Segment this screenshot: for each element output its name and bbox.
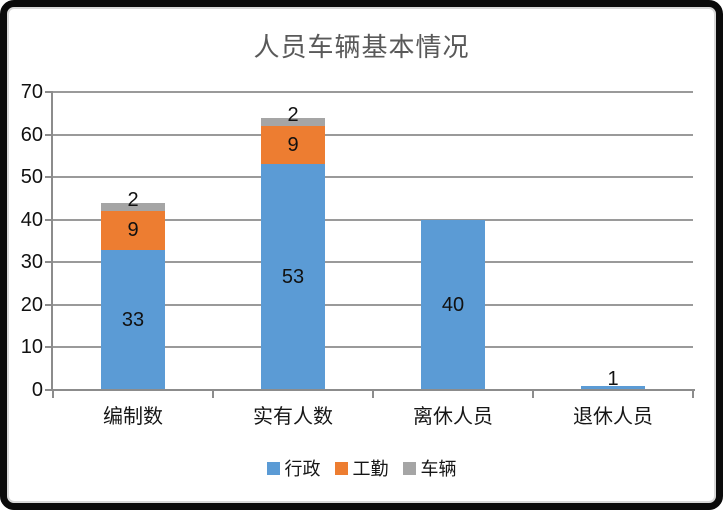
y-axis-label: 20 — [20, 293, 43, 316]
x-tick-mark — [532, 390, 534, 398]
bar-segment-vehicles — [261, 117, 325, 127]
gridline — [53, 261, 693, 264]
x-category-label: 离休人员 — [413, 406, 493, 428]
legend-item-admin: 行政 — [266, 455, 321, 481]
x-tick-mark — [372, 390, 374, 398]
y-tick-mark — [45, 218, 53, 221]
x-category-label: 实有人数 — [253, 406, 333, 428]
y-axis-label: 30 — [20, 251, 43, 274]
legend-swatch-vehicles — [402, 461, 416, 475]
x-tick-mark — [692, 390, 694, 398]
bar-segment-admin — [261, 164, 325, 390]
y-axis-label: 40 — [20, 208, 43, 231]
y-tick-mark — [45, 389, 53, 391]
bar-segment-admin — [581, 385, 645, 390]
bar-segment-admin — [101, 249, 165, 390]
gridline — [53, 91, 693, 93]
bar-value-label: 2 — [287, 104, 299, 127]
gridline — [53, 133, 693, 136]
y-tick-mark — [45, 91, 53, 93]
bar-segment-logistics — [261, 126, 325, 165]
x-category-label: 编制数 — [103, 406, 163, 428]
gridline — [53, 218, 693, 221]
legend-swatch-admin — [266, 461, 280, 475]
y-axis-label: 70 — [20, 81, 43, 103]
bar-value-label: 53 — [281, 266, 305, 289]
chart-title: 人员车辆基本情况 — [253, 33, 470, 62]
y-tick-mark — [45, 346, 53, 349]
legend-item-logistics: 工勤 — [334, 455, 389, 481]
bar-value-label: 9 — [127, 219, 139, 242]
y-axis-label: 50 — [20, 166, 43, 189]
legend: 行政 工勤 车辆 — [7, 455, 716, 481]
bar-value-label: 9 — [287, 134, 299, 157]
x-tick-mark — [212, 390, 214, 398]
y-axis-label: 60 — [20, 123, 43, 146]
y-tick-mark — [45, 303, 53, 306]
y-tick-mark — [45, 176, 53, 179]
y-tick-mark — [45, 261, 53, 264]
plot-area: 0 10 20 30 40 50 60 70 33 9 2 编制数 53 9 2 实有人数 40 离休人员 1 退休人… — [21, 81, 695, 428]
gridline — [53, 176, 693, 179]
legend-label-vehicles: 车辆 — [420, 459, 457, 479]
y-tick-mark — [45, 133, 53, 136]
bar-segment-logistics — [101, 211, 165, 250]
y-axis-label: 10 — [20, 336, 43, 359]
gridline — [53, 303, 693, 306]
gridline — [53, 346, 693, 349]
y-axis-line — [51, 91, 53, 391]
bar-value-label: 2 — [127, 189, 139, 212]
bar-value-label: 33 — [121, 308, 145, 331]
bar-segment-admin — [421, 219, 485, 390]
legend-item-vehicles: 车辆 — [402, 455, 457, 481]
x-category-label: 退休人员 — [573, 406, 653, 428]
legend-swatch-logistics — [334, 461, 348, 475]
bar-value-label: 40 — [441, 293, 465, 316]
legend-label-admin: 行政 — [284, 459, 321, 479]
y-axis-label: 0 — [31, 379, 43, 401]
legend-label-logistics: 工勤 — [352, 459, 389, 479]
bar-segment-vehicles — [101, 202, 165, 212]
x-tick-mark — [52, 390, 54, 398]
bar-value-label: 1 — [607, 368, 619, 390]
